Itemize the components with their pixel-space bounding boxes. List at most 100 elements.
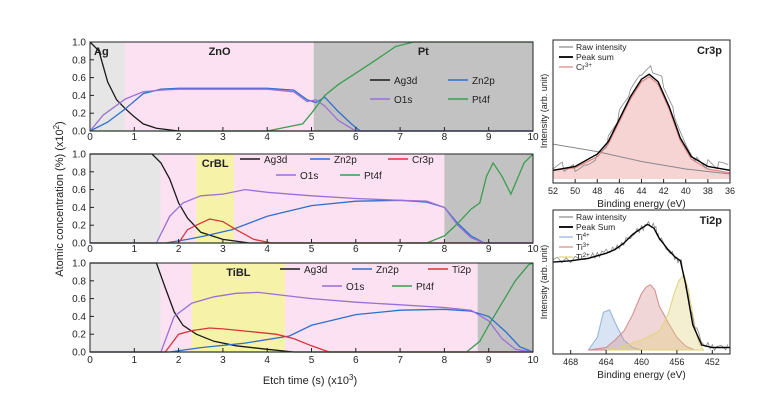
background-line — [552, 143, 731, 175]
x-tick-label: 456 — [669, 357, 684, 367]
legend-label: Cr3+ — [576, 62, 592, 72]
series-line-pt4f — [90, 41, 533, 132]
x-tick-label: 4 — [264, 132, 270, 143]
region-band-pt — [477, 263, 533, 352]
y-tick-label: 1.0 — [72, 259, 86, 270]
y-tick-label: 0.6 — [72, 185, 86, 196]
x-tick-label: 468 — [563, 357, 578, 367]
x-tick-label: 460 — [634, 357, 649, 367]
x-tick-label: 10 — [527, 132, 539, 143]
legend-label: Raw intensity — [576, 42, 627, 52]
series-line-pt4f — [90, 262, 534, 353]
legend-label-o1s: O1s — [300, 171, 318, 182]
x-tick-label: 3 — [220, 244, 226, 255]
region-label: Pt — [418, 46, 429, 58]
x-tick-label: 7 — [397, 132, 403, 143]
x-tick-label: 2 — [176, 244, 182, 255]
legend-label: Ti3+ — [576, 242, 590, 252]
y-tick-label: 0.6 — [72, 73, 86, 84]
region-band-ag — [90, 263, 161, 352]
x-tick-label: 46 — [614, 186, 624, 196]
x-tick-label: 5 — [309, 244, 315, 255]
x-tick-label: 1 — [132, 355, 138, 366]
y-tick-label: 0.2 — [72, 330, 86, 341]
xps-panel-ti2p: Ti2p 468 464 460 456 452 Binding energy (eV) In… — [539, 209, 731, 381]
region-band-ag — [90, 42, 126, 131]
x-tick-label: 38 — [703, 186, 713, 196]
y-tick-label: 0.0 — [72, 239, 86, 250]
series-line-raw — [552, 220, 729, 352]
series-line-o1s — [90, 291, 534, 353]
x-tick-label: 2 — [176, 355, 182, 366]
y-axis-label: Intensity (arb. unit) — [539, 245, 549, 320]
component-ti3plus — [588, 284, 695, 351]
y-tick-label: 0.8 — [72, 167, 86, 178]
x-tick-label: 44 — [636, 186, 646, 196]
x-tick-label: 40 — [681, 186, 691, 196]
series-line-zn2p — [89, 87, 533, 132]
region-band-bl — [191, 263, 285, 352]
x-tick-label: 9 — [486, 355, 492, 366]
x-tick-label: 42 — [659, 186, 669, 196]
x-tick-label: 7 — [397, 355, 403, 366]
depth-profile-panel-top: Ag ZnO Pt0 1 2 3 4 5 6 7 8 9 100.00.20.40.60.81.0Ag3… — [72, 38, 539, 144]
series-line-ti2p — [90, 327, 533, 353]
left-y-axis-label: Atomic concentration (%) (x102) — [52, 121, 66, 276]
x-tick-label: 36 — [725, 186, 735, 196]
series-line-ag3d — [90, 153, 533, 244]
x-tick-label: 6 — [353, 132, 359, 143]
legend-label: Raw intensity — [576, 212, 627, 222]
x-tick-label: 48 — [592, 186, 602, 196]
x-tick-label: 7 — [397, 244, 403, 255]
x-tick-label: 2 — [176, 132, 182, 143]
y-tick-label: 0.2 — [72, 221, 86, 232]
legend-label-o1s: O1s — [346, 282, 364, 293]
y-tick-label: 0.4 — [72, 203, 86, 214]
x-tick-label: 8 — [442, 355, 448, 366]
region-band-zno — [125, 42, 314, 131]
x-tick-label: 6 — [353, 244, 359, 255]
left-x-axis-label: Etch time (s) (x103) — [263, 373, 357, 387]
x-tick-label: 9 — [486, 132, 492, 143]
x-tick-label: 6 — [353, 355, 359, 366]
x-tick-label: 4 — [264, 244, 270, 255]
y-tick-label: 0.4 — [72, 91, 86, 102]
legend-label: Ti2+ — [576, 252, 590, 262]
region-band-pt — [444, 154, 533, 243]
legend-label-zn2p: Zn2p — [376, 265, 399, 276]
x-tick-label: 50 — [570, 186, 580, 196]
depth-profile-panel-bot: TiBL 0 1 2 3 4 5 6 7 8 9 10 0.0 0.2 0.4 0.6 0.8 1.0 Ag3d Zn… — [72, 259, 539, 367]
region-band-ag — [90, 154, 161, 243]
x-tick-label: 0 — [87, 132, 93, 143]
depth-profile-panel-mid: CrBL 0 1 2 3 4 5 6 7 8 9 10 0.0 0.2 0.4 0.6 0.8 1.0 Ag3d Zn… — [72, 150, 539, 256]
x-tick-label: 10 — [527, 244, 539, 255]
y-tick-label: 0.0 — [72, 127, 86, 138]
legend-label-ag3d: Ag3d — [264, 155, 287, 166]
x-tick-label: 452 — [705, 357, 720, 367]
legend-label-ag3d: Ag3d — [394, 76, 417, 87]
x-tick-label: 10 — [527, 355, 539, 366]
x-tick-label: 3 — [220, 132, 226, 143]
y-axis-label: Intensity (arb. unit) — [539, 74, 549, 149]
region-band-zno — [160, 154, 197, 243]
y-tick-label: 0.4 — [72, 312, 86, 323]
legend-label-zn2p: Zn2p — [472, 76, 495, 87]
series-line-peak-sum — [552, 223, 730, 349]
y-tick-label: 0.8 — [72, 276, 86, 287]
legend-label-pt4f: Pt4f — [364, 171, 382, 182]
legend-label-ag3d: Ag3d — [304, 265, 327, 276]
y-tick-label: 0.0 — [72, 348, 86, 359]
y-tick-label: 1.0 — [72, 38, 86, 49]
legend-label-pt4f: Pt4f — [416, 282, 434, 293]
y-tick-label: 1.0 — [72, 150, 86, 161]
cr3-peak-fill — [553, 76, 730, 179]
x-tick-label: 5 — [309, 355, 315, 366]
x-tick-label: 3 — [220, 355, 226, 366]
region-band-zno — [233, 154, 445, 243]
series-line-peak-sum — [552, 73, 731, 171]
region-band-bl — [196, 154, 234, 243]
region-label: ZnO — [209, 46, 231, 58]
x-axis-label: Binding energy (eV) — [597, 199, 685, 210]
y-tick-label: 0.8 — [72, 55, 86, 66]
